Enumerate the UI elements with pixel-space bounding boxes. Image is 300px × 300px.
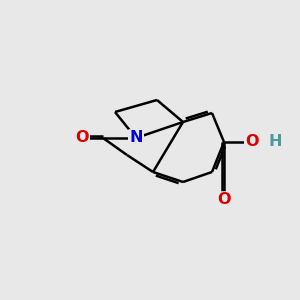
Text: O: O [245,134,259,149]
Text: N: N [129,130,143,146]
Text: O: O [217,193,231,208]
Text: O: O [75,130,89,146]
Text: H: H [268,134,281,149]
